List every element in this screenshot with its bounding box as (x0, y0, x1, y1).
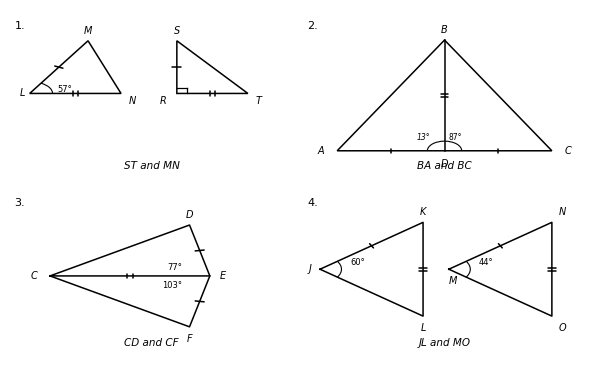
Text: 3.: 3. (14, 198, 25, 208)
Text: 103°: 103° (162, 281, 182, 290)
Text: K: K (420, 207, 426, 217)
Text: E: E (220, 271, 226, 281)
Text: F: F (187, 333, 193, 343)
Text: C: C (30, 271, 38, 281)
Text: 2.: 2. (307, 21, 318, 31)
Text: S: S (173, 25, 180, 36)
Text: 87°: 87° (449, 133, 462, 142)
Text: CD and CF: CD and CF (124, 338, 179, 348)
Text: BA and BC: BA and BC (417, 161, 472, 171)
Text: M: M (449, 276, 457, 286)
Text: N: N (129, 96, 136, 106)
Text: J: J (309, 264, 312, 274)
Text: D: D (441, 159, 448, 169)
Text: M: M (84, 25, 92, 36)
Text: 44°: 44° (479, 258, 493, 267)
Text: 1.: 1. (14, 21, 25, 31)
Text: 57°: 57° (58, 85, 72, 94)
Text: 13°: 13° (416, 133, 430, 142)
Text: R: R (160, 96, 167, 106)
Text: T: T (256, 96, 262, 106)
Text: L: L (20, 88, 25, 99)
Text: C: C (565, 146, 572, 156)
Text: 77°: 77° (167, 263, 182, 272)
Text: L: L (420, 323, 426, 333)
Text: D: D (186, 210, 193, 220)
Text: 4.: 4. (307, 198, 318, 208)
Text: O: O (558, 323, 566, 333)
Text: N: N (558, 207, 566, 217)
Text: ST and MN: ST and MN (123, 161, 179, 171)
Text: 60°: 60° (350, 258, 365, 267)
Text: JL and MO: JL and MO (418, 338, 470, 348)
Text: B: B (441, 25, 448, 35)
Text: A: A (318, 146, 324, 156)
